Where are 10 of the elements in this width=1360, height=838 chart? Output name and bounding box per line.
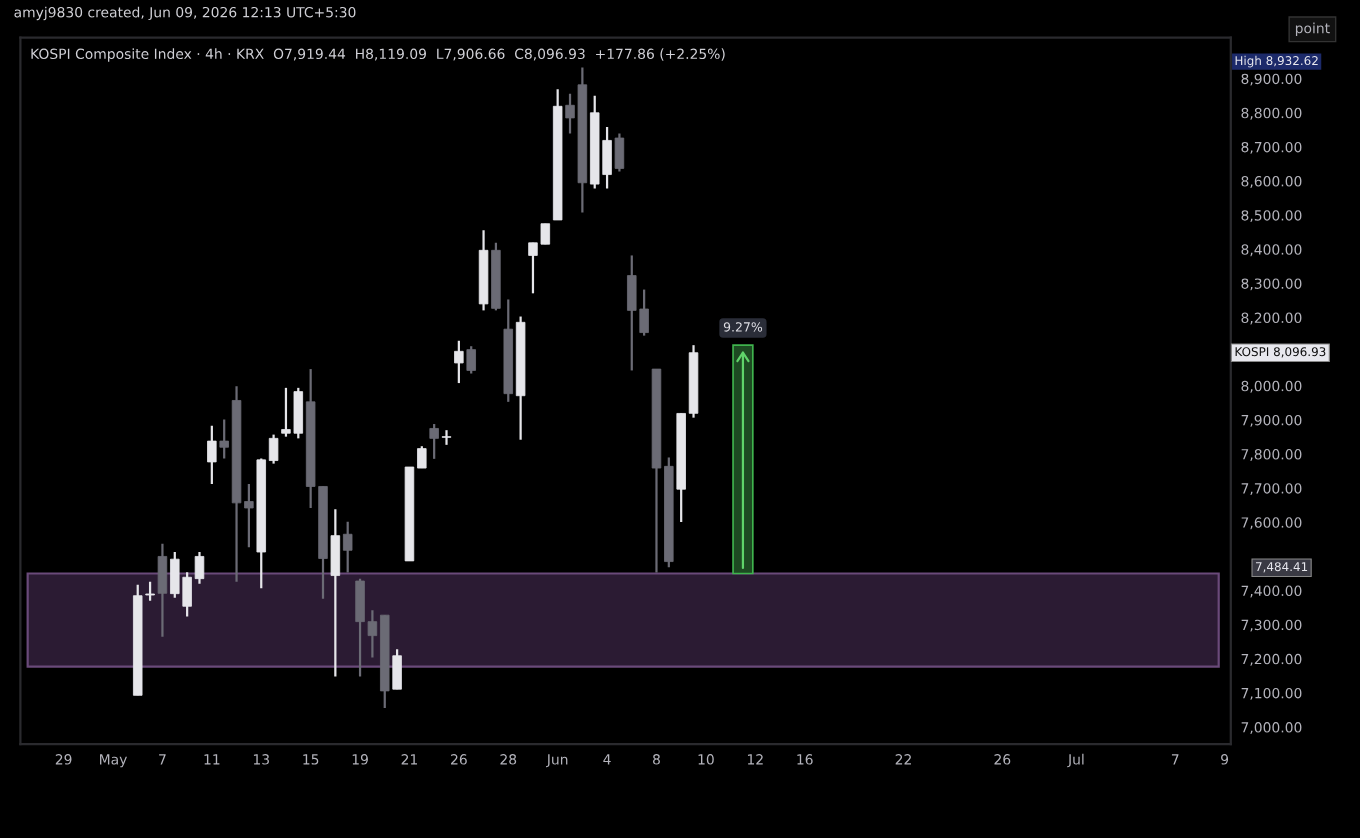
candlestick bbox=[157, 542, 168, 638]
candlestick bbox=[207, 424, 217, 486]
candlestick bbox=[614, 132, 625, 173]
candlestick bbox=[454, 339, 464, 385]
candlestick bbox=[330, 508, 341, 678]
candlestick bbox=[466, 345, 476, 375]
candlestick bbox=[392, 648, 402, 691]
candlestick bbox=[429, 422, 439, 460]
candlestick bbox=[441, 429, 452, 446]
candlestick bbox=[342, 520, 353, 574]
